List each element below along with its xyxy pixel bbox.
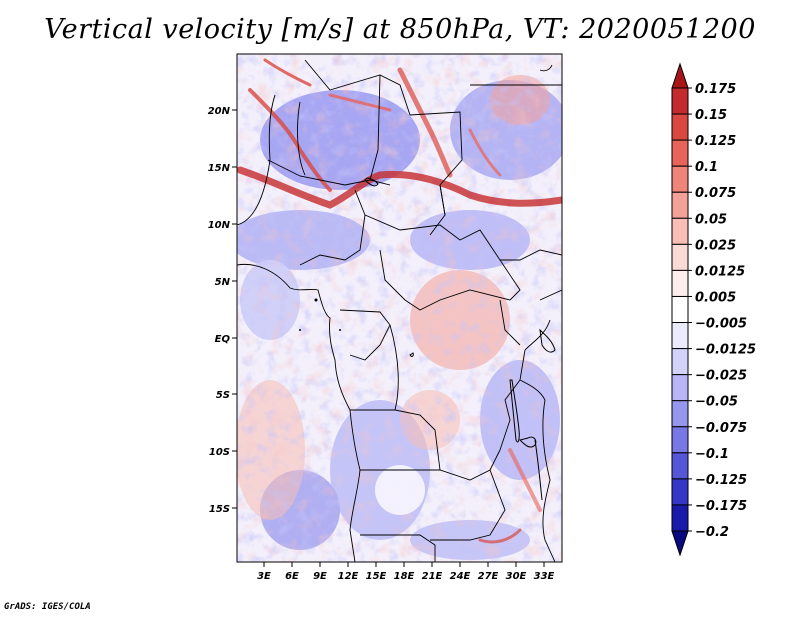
field-red-bands — [237, 58, 562, 544]
lon-label-15e: 15E — [366, 571, 387, 582]
lat-label-eq: EQ — [215, 334, 231, 345]
colorbar-segment — [671, 191, 689, 219]
colorbar-segment — [671, 322, 689, 350]
lat-label-10n: 10N — [208, 220, 231, 231]
lon-label-27e: 27E — [478, 571, 499, 582]
longitude-axis: 3E 6E 9E 12E 15E 18E 21E 24E 27E 30E 33E — [257, 562, 555, 582]
colorbar-label: 0.15 — [695, 108, 727, 123]
colorbar-label: −0.1 — [695, 447, 729, 462]
colorbar-segment — [671, 165, 689, 193]
colorbar-segment — [671, 504, 689, 532]
colorbar: 0.175 0.15 0.125 0.1 0.075 0.05 0.025 0.0125 0.0… — [671, 62, 756, 557]
lon-label-3e: 3E — [257, 571, 271, 582]
colorbar-label: 0.025 — [695, 238, 736, 253]
lat-label-20n: 20N — [208, 106, 231, 117]
colorbar-segment — [671, 426, 689, 454]
colorbar-segment — [671, 400, 689, 428]
colorbar-segment — [671, 113, 689, 141]
lon-label-6e: 6E — [285, 571, 299, 582]
colorbar-label: −0.175 — [695, 499, 747, 514]
field-light-patch — [375, 465, 425, 515]
colorbar-label: −0.075 — [695, 421, 747, 436]
colorbar-label: 0.075 — [695, 186, 736, 201]
lon-label-24e: 24E — [450, 571, 471, 582]
country-borders — [237, 59, 562, 562]
longitude-ticks — [263, 562, 545, 567]
lat-label-15s: 15S — [209, 504, 230, 515]
colorbar-label: −0.005 — [695, 317, 747, 332]
lat-label-5n: 5N — [215, 277, 231, 288]
lat-label-5s: 5S — [216, 390, 230, 401]
colorbar-label: 0.05 — [695, 212, 727, 227]
colorbar-label: 0.125 — [695, 134, 736, 149]
latitude-axis: 20N 15N 10N 5N EQ 5S 10S 15S — [208, 106, 237, 515]
colorbar-label: 0.005 — [695, 290, 736, 305]
lat-label-10s: 10S — [209, 447, 230, 458]
colorbar-label: −0.125 — [695, 473, 747, 488]
lakes — [364, 177, 556, 501]
colorbar-label: 0.1 — [695, 160, 718, 175]
colorbar-segment — [671, 269, 689, 297]
lon-label-21e: 21E — [422, 571, 443, 582]
lon-label-33e: 33E — [534, 571, 555, 582]
chart-title: Vertical velocity [m/s] at 850hPa, VT: 2… — [44, 14, 756, 45]
colorbar-segment — [671, 374, 689, 402]
colorbar-segment — [671, 243, 689, 271]
colorbar-label: −0.025 — [695, 369, 747, 384]
lon-label-18e: 18E — [394, 571, 415, 582]
lon-label-9e: 9E — [313, 571, 327, 582]
colorbar-label: −0.2 — [695, 525, 729, 540]
colorbar-label: 0.175 — [695, 82, 736, 97]
colorbar-segment — [671, 348, 689, 376]
colorbar-top-arrow — [671, 62, 689, 89]
latitude-ticks — [232, 109, 237, 509]
credit-label: GrADS: IGES/COLA — [4, 602, 91, 612]
colorbar-segment — [671, 295, 689, 324]
lon-label-12e: 12E — [338, 571, 359, 582]
colorbar-segment — [671, 139, 689, 167]
colorbar-bottom-arrow — [671, 530, 689, 557]
plot-frame — [236, 53, 563, 563]
colorbar-segment — [671, 452, 689, 480]
lon-label-30e: 30E — [506, 571, 527, 582]
colorbar-label: 0.0125 — [695, 264, 745, 279]
colorbar-segment — [671, 478, 689, 506]
islands — [299, 298, 341, 331]
colorbar-segment — [671, 217, 689, 245]
colorbar-label: −0.0125 — [695, 343, 756, 358]
lat-label-15n: 15N — [208, 163, 231, 174]
plot-area — [237, 54, 562, 562]
colorbar-label: −0.05 — [695, 395, 738, 410]
colorbar-segment — [671, 87, 689, 115]
